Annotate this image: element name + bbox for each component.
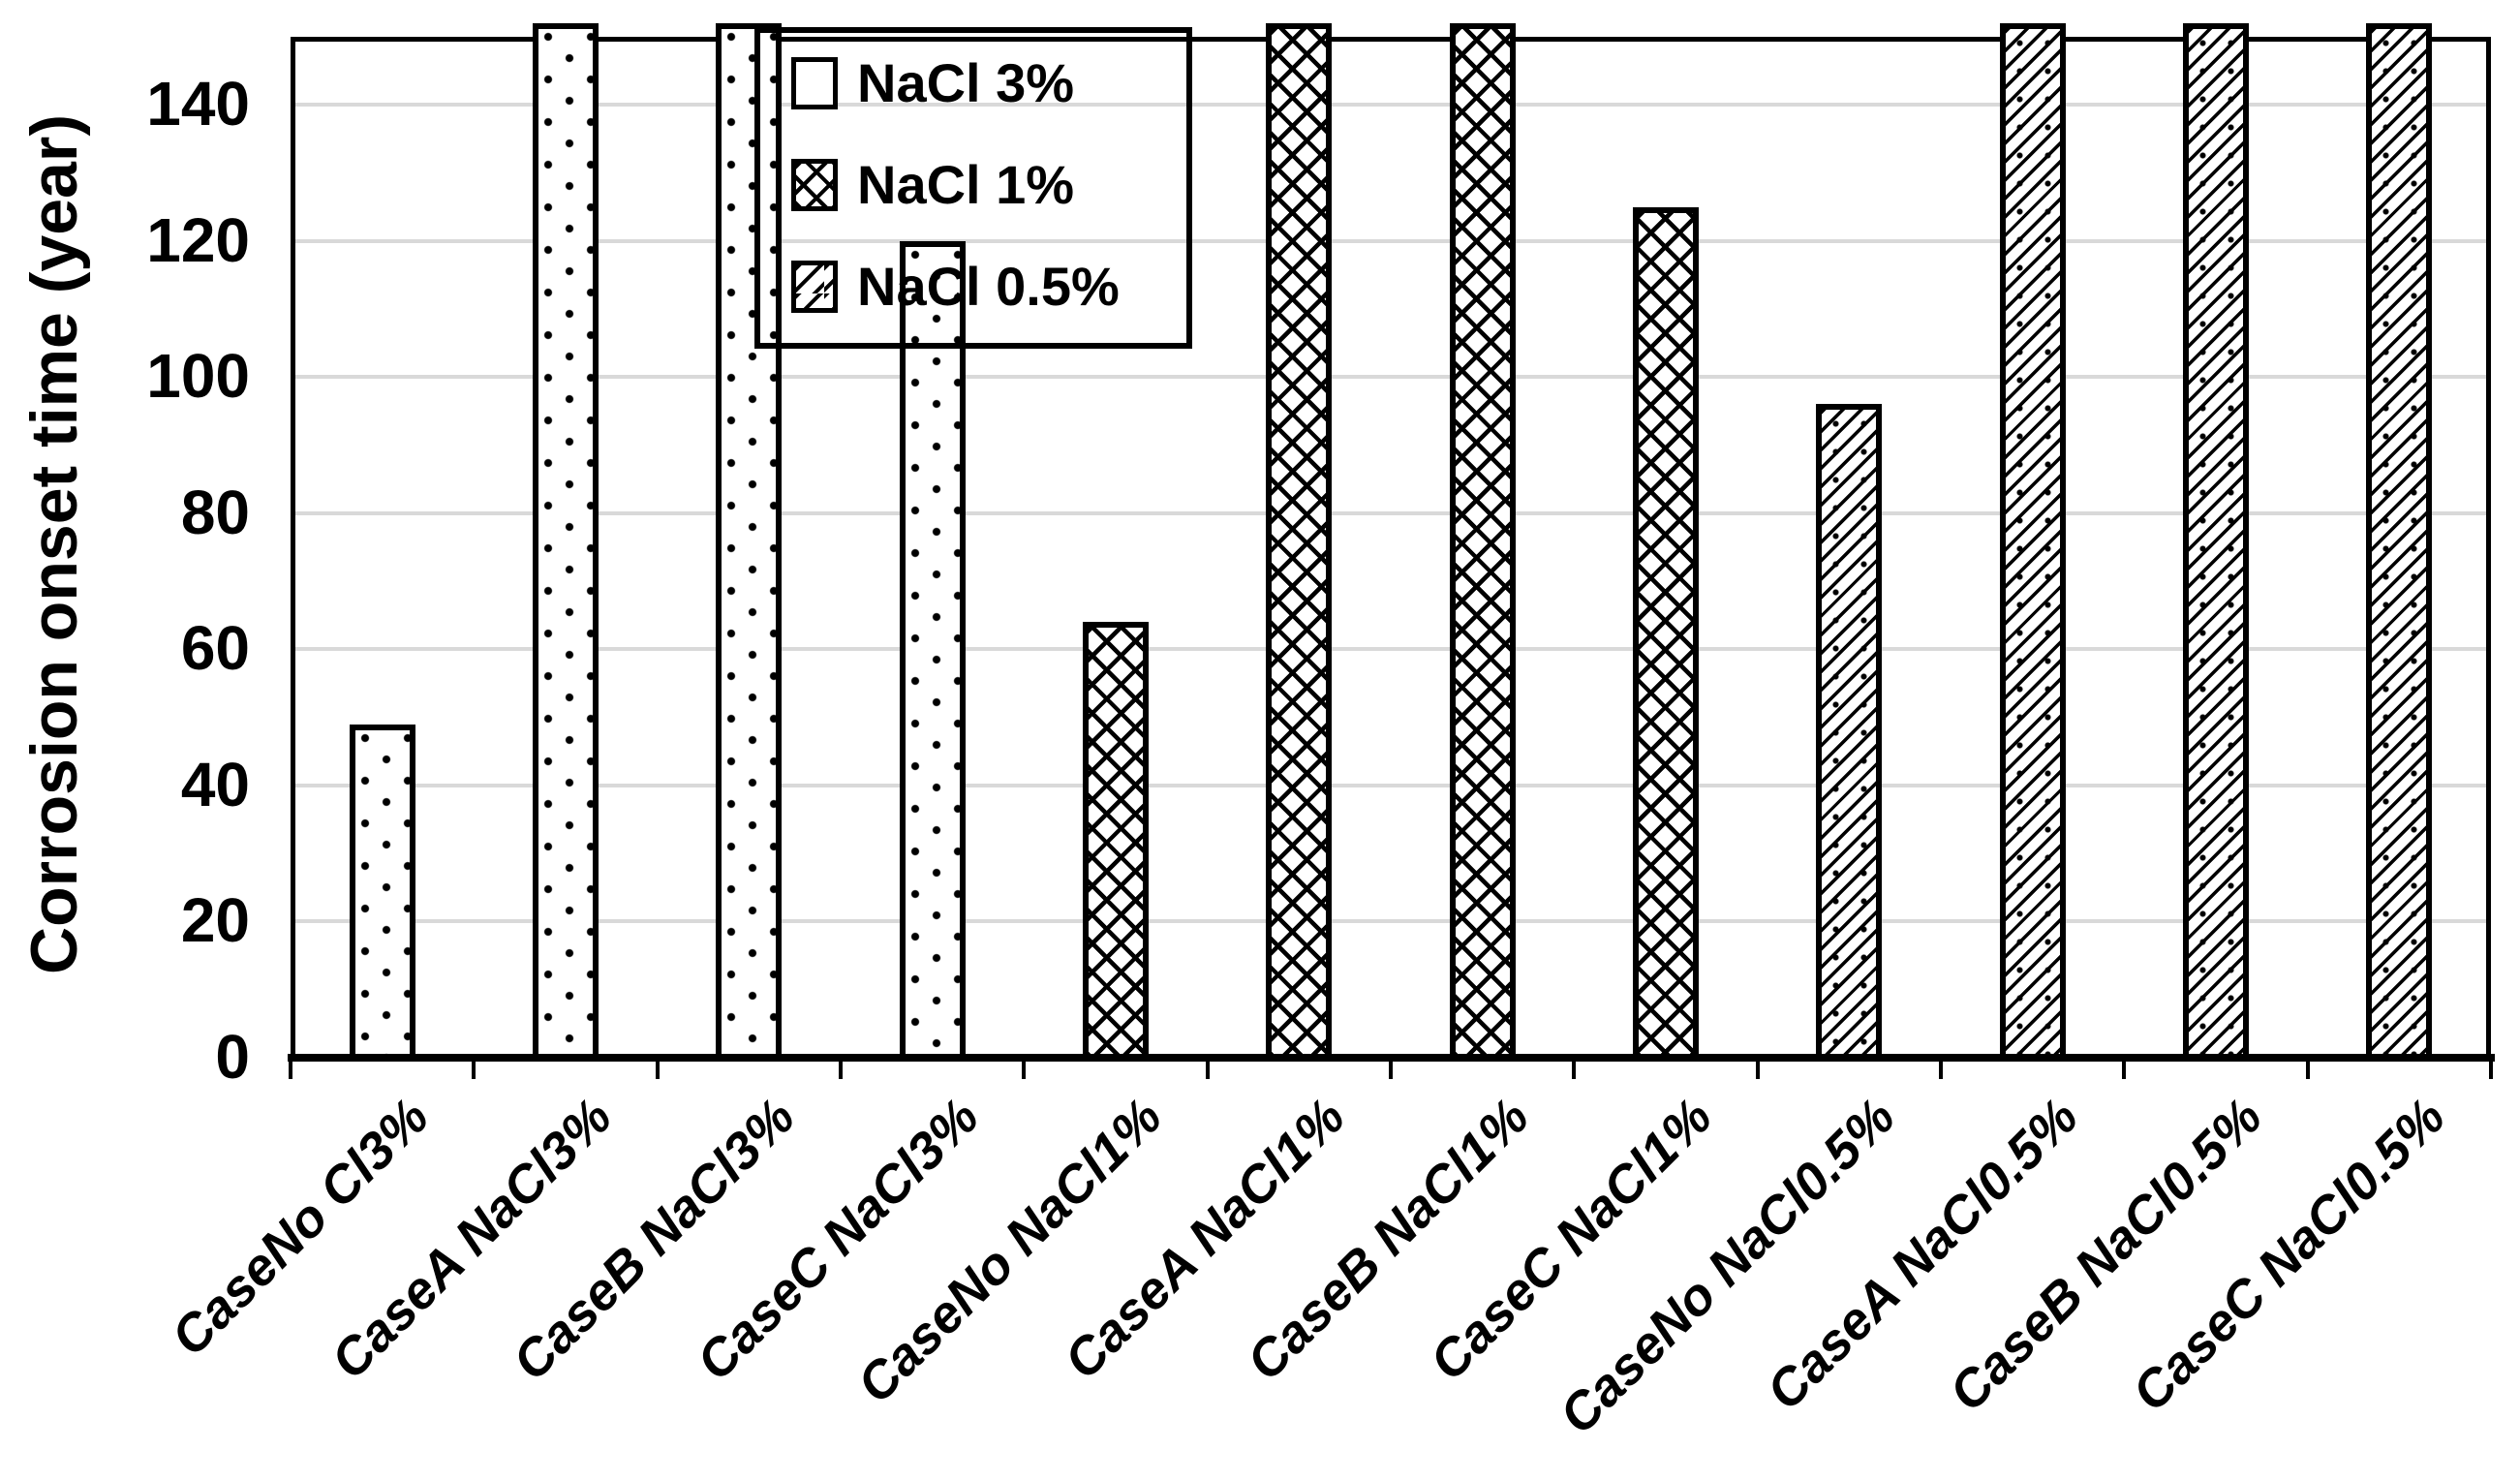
bar-casec-nacl3 [899,240,966,1058]
bar-caseb-nacl1 [1449,23,1516,1058]
x-axis-tick [839,1058,843,1079]
legend-swatch-diagonal-icon [791,261,838,313]
x-axis-tick [472,1058,476,1079]
x-axis-tick [1205,1058,1210,1079]
y-tick-label-120: 120 [146,204,250,275]
y-axis-title: Corrosion onset time (year) [17,114,91,974]
x-tick-label-casec-nacl0-5: CaseC NaCl0.5% [2121,1087,2457,1423]
legend: NaCl 3% NaCl 1% NaCl 0.5% [754,27,1192,349]
legend-item-nacl-1: NaCl 1% [791,158,1177,212]
legend-label: NaCl 3% [857,52,1075,113]
bar-casec-nacl1 [1633,206,1699,1058]
bar-caseno-nacl0-5 [1816,404,1883,1058]
x-axis-tick [2305,1058,2310,1079]
bar-caseb-nacl0-5 [2183,23,2249,1058]
gridline-60 [291,647,2491,652]
plot-area [291,37,2491,1058]
gridline-20 [291,919,2491,924]
x-tick-label-casea-nacl0-5: CaseA NaCl0.5% [1756,1087,2090,1422]
bar-casea-nacl1 [1266,23,1333,1058]
bar-casea-nacl3 [533,23,599,1058]
y-tick-label-140: 140 [146,69,250,139]
legend-label: NaCl 1% [857,154,1075,215]
legend-item-nacl-0-5: NaCl 0.5% [791,260,1177,314]
y-tick-label-80: 80 [180,477,250,547]
gridline-120 [291,238,2491,243]
gridline-100 [291,375,2491,380]
x-axis-tick [289,1058,292,1079]
y-tick-label-40: 40 [180,749,250,819]
x-tick-label-caseno-nacl1: CaseNo NaCl1% [845,1087,1174,1414]
y-tick-label-100: 100 [146,341,250,412]
x-axis-tick [2122,1058,2127,1079]
y-tick-label-60: 60 [180,613,250,684]
legend-item-nacl-3: NaCl 3% [791,56,1177,110]
x-tick-label-caseb-nacl0-5: CaseB NaCl0.5% [1938,1087,2274,1423]
gridline-40 [291,783,2491,787]
x-axis-tick [1389,1058,1393,1079]
gridline-80 [291,510,2491,515]
x-axis-tick [655,1058,660,1079]
x-axis-tick [1939,1058,1943,1079]
legend-swatch-dots-icon [791,57,838,109]
gridline-140 [291,103,2491,108]
bar-casea-nacl0-5 [1999,23,2066,1058]
bar-caseb-nacl3 [716,23,783,1058]
legend-swatch-crosshatch-icon [791,159,838,211]
x-axis-tick [1022,1058,1027,1079]
bar-casec-nacl0-5 [2366,23,2433,1058]
y-tick-label-0: 0 [215,1022,250,1092]
x-axis-tick [1755,1058,1760,1079]
bar-caseno-nacl1 [1083,622,1149,1058]
x-axis-tick [2489,1058,2493,1079]
x-tick-label-caseno-nacl0-5: CaseNo NaCl0.5% [1549,1087,1907,1445]
x-axis-tick [1572,1058,1577,1079]
legend-label: NaCl 0.5% [857,256,1120,317]
x-axis-line [288,1054,2495,1062]
y-tick-label-20: 20 [180,885,250,956]
bar-caseno-cl3 [349,724,415,1058]
